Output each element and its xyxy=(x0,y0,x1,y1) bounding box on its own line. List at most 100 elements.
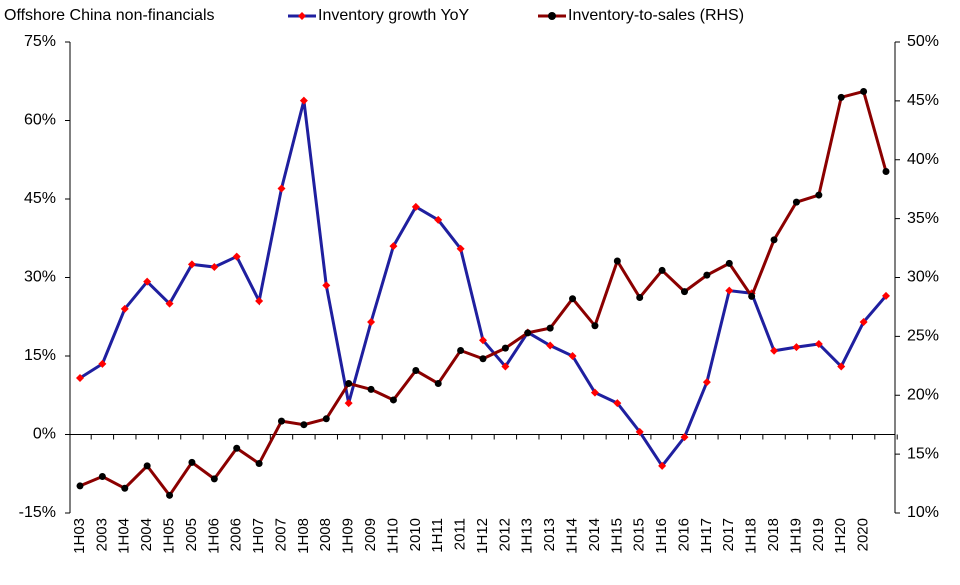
x-tick-label: 1H04 xyxy=(116,518,133,554)
x-tick-label: 2011 xyxy=(452,518,469,550)
point xyxy=(456,244,465,253)
point xyxy=(770,236,778,244)
point xyxy=(143,462,151,470)
x-tick-label: 2007 xyxy=(272,518,289,551)
y2-tick-label: 50% xyxy=(907,33,939,50)
x-tick-label: 1H18 xyxy=(743,518,760,554)
point xyxy=(277,184,286,193)
point xyxy=(568,352,577,360)
y-tick-label: 30% xyxy=(24,269,56,286)
x-tick-label: 2004 xyxy=(138,518,155,551)
point xyxy=(76,373,84,382)
point xyxy=(636,294,644,302)
point xyxy=(188,458,196,466)
point xyxy=(770,346,779,355)
point xyxy=(98,472,106,480)
x-tick-label: 2015 xyxy=(631,518,648,551)
x-tick-label: 1H08 xyxy=(295,518,312,554)
point xyxy=(479,336,487,345)
point xyxy=(187,260,196,269)
series-line xyxy=(79,100,888,469)
point xyxy=(300,421,308,429)
point xyxy=(278,417,285,425)
point xyxy=(121,484,129,492)
legend-label: Inventory-to-sales (RHS) xyxy=(568,7,744,24)
point xyxy=(166,491,174,499)
x-tick-label: 1H05 xyxy=(161,518,178,554)
point xyxy=(434,379,442,387)
point xyxy=(546,341,555,350)
y-tick-label: 75% xyxy=(24,33,56,50)
point xyxy=(232,252,241,261)
point xyxy=(725,286,734,295)
x-tick-label: 1H10 xyxy=(384,518,401,554)
point xyxy=(658,461,667,470)
point xyxy=(792,343,801,352)
x-tick-label: 2017 xyxy=(720,518,737,551)
point xyxy=(411,202,420,211)
point xyxy=(748,292,756,300)
y2-tick-label: 40% xyxy=(907,151,939,168)
point xyxy=(434,215,443,224)
y-tick-label: -15% xyxy=(19,504,56,521)
point xyxy=(233,444,241,452)
point xyxy=(143,277,152,286)
y2-tick-label: 30% xyxy=(907,269,939,286)
point xyxy=(613,257,621,265)
y2-tick-label: 20% xyxy=(907,386,939,403)
point xyxy=(367,385,375,393)
x-tick-label: 1H09 xyxy=(340,518,357,554)
point xyxy=(322,281,331,290)
y2-tick-label: 15% xyxy=(907,445,939,462)
point xyxy=(792,198,800,206)
x-tick-label: 2012 xyxy=(496,518,513,551)
point xyxy=(345,379,353,387)
x-tick-label: 1H12 xyxy=(474,518,491,554)
x-tick-label: 1H11 xyxy=(429,518,446,553)
point xyxy=(702,378,711,387)
point xyxy=(837,93,845,101)
x-tick-label: 2014 xyxy=(586,518,603,551)
x-tick-label: 2013 xyxy=(541,518,558,551)
y2-tick-label: 10% xyxy=(907,504,939,521)
point xyxy=(210,263,219,272)
y-tick-label: 60% xyxy=(24,112,56,129)
x-tick-label: 1H13 xyxy=(519,518,536,554)
x-tick-label: 2020 xyxy=(855,518,872,551)
point xyxy=(882,168,890,176)
x-tick-label: 2019 xyxy=(810,518,827,551)
point xyxy=(837,362,846,371)
point xyxy=(882,291,890,300)
point xyxy=(815,191,823,199)
point xyxy=(859,317,868,326)
point xyxy=(322,415,330,423)
point xyxy=(501,344,509,352)
x-tick-label: 2018 xyxy=(765,518,782,551)
point xyxy=(591,322,599,330)
point xyxy=(165,299,174,308)
point xyxy=(412,367,420,375)
point xyxy=(501,362,510,371)
point xyxy=(703,271,711,279)
point xyxy=(479,355,487,363)
x-tick-label: 1H17 xyxy=(698,518,715,554)
x-tick-label: 1H07 xyxy=(250,518,267,554)
x-tick-label: 2009 xyxy=(362,518,379,551)
point xyxy=(725,259,733,267)
chart-title: Offshore China non-financials xyxy=(4,7,215,24)
x-tick-label: 2010 xyxy=(407,518,424,551)
point xyxy=(389,242,398,251)
x-tick-label: 1H16 xyxy=(653,518,670,554)
point xyxy=(98,359,107,368)
x-tick-label: 1H06 xyxy=(205,518,222,554)
x-tick-label: 2008 xyxy=(317,518,334,551)
point xyxy=(367,317,376,326)
x-tick-label: 1H19 xyxy=(787,518,804,554)
point xyxy=(635,427,644,436)
point xyxy=(860,87,868,95)
y-tick-label: 45% xyxy=(24,190,56,207)
x-tick-label: 2005 xyxy=(183,518,200,551)
point xyxy=(814,339,823,348)
point xyxy=(590,388,599,397)
point xyxy=(210,475,218,483)
